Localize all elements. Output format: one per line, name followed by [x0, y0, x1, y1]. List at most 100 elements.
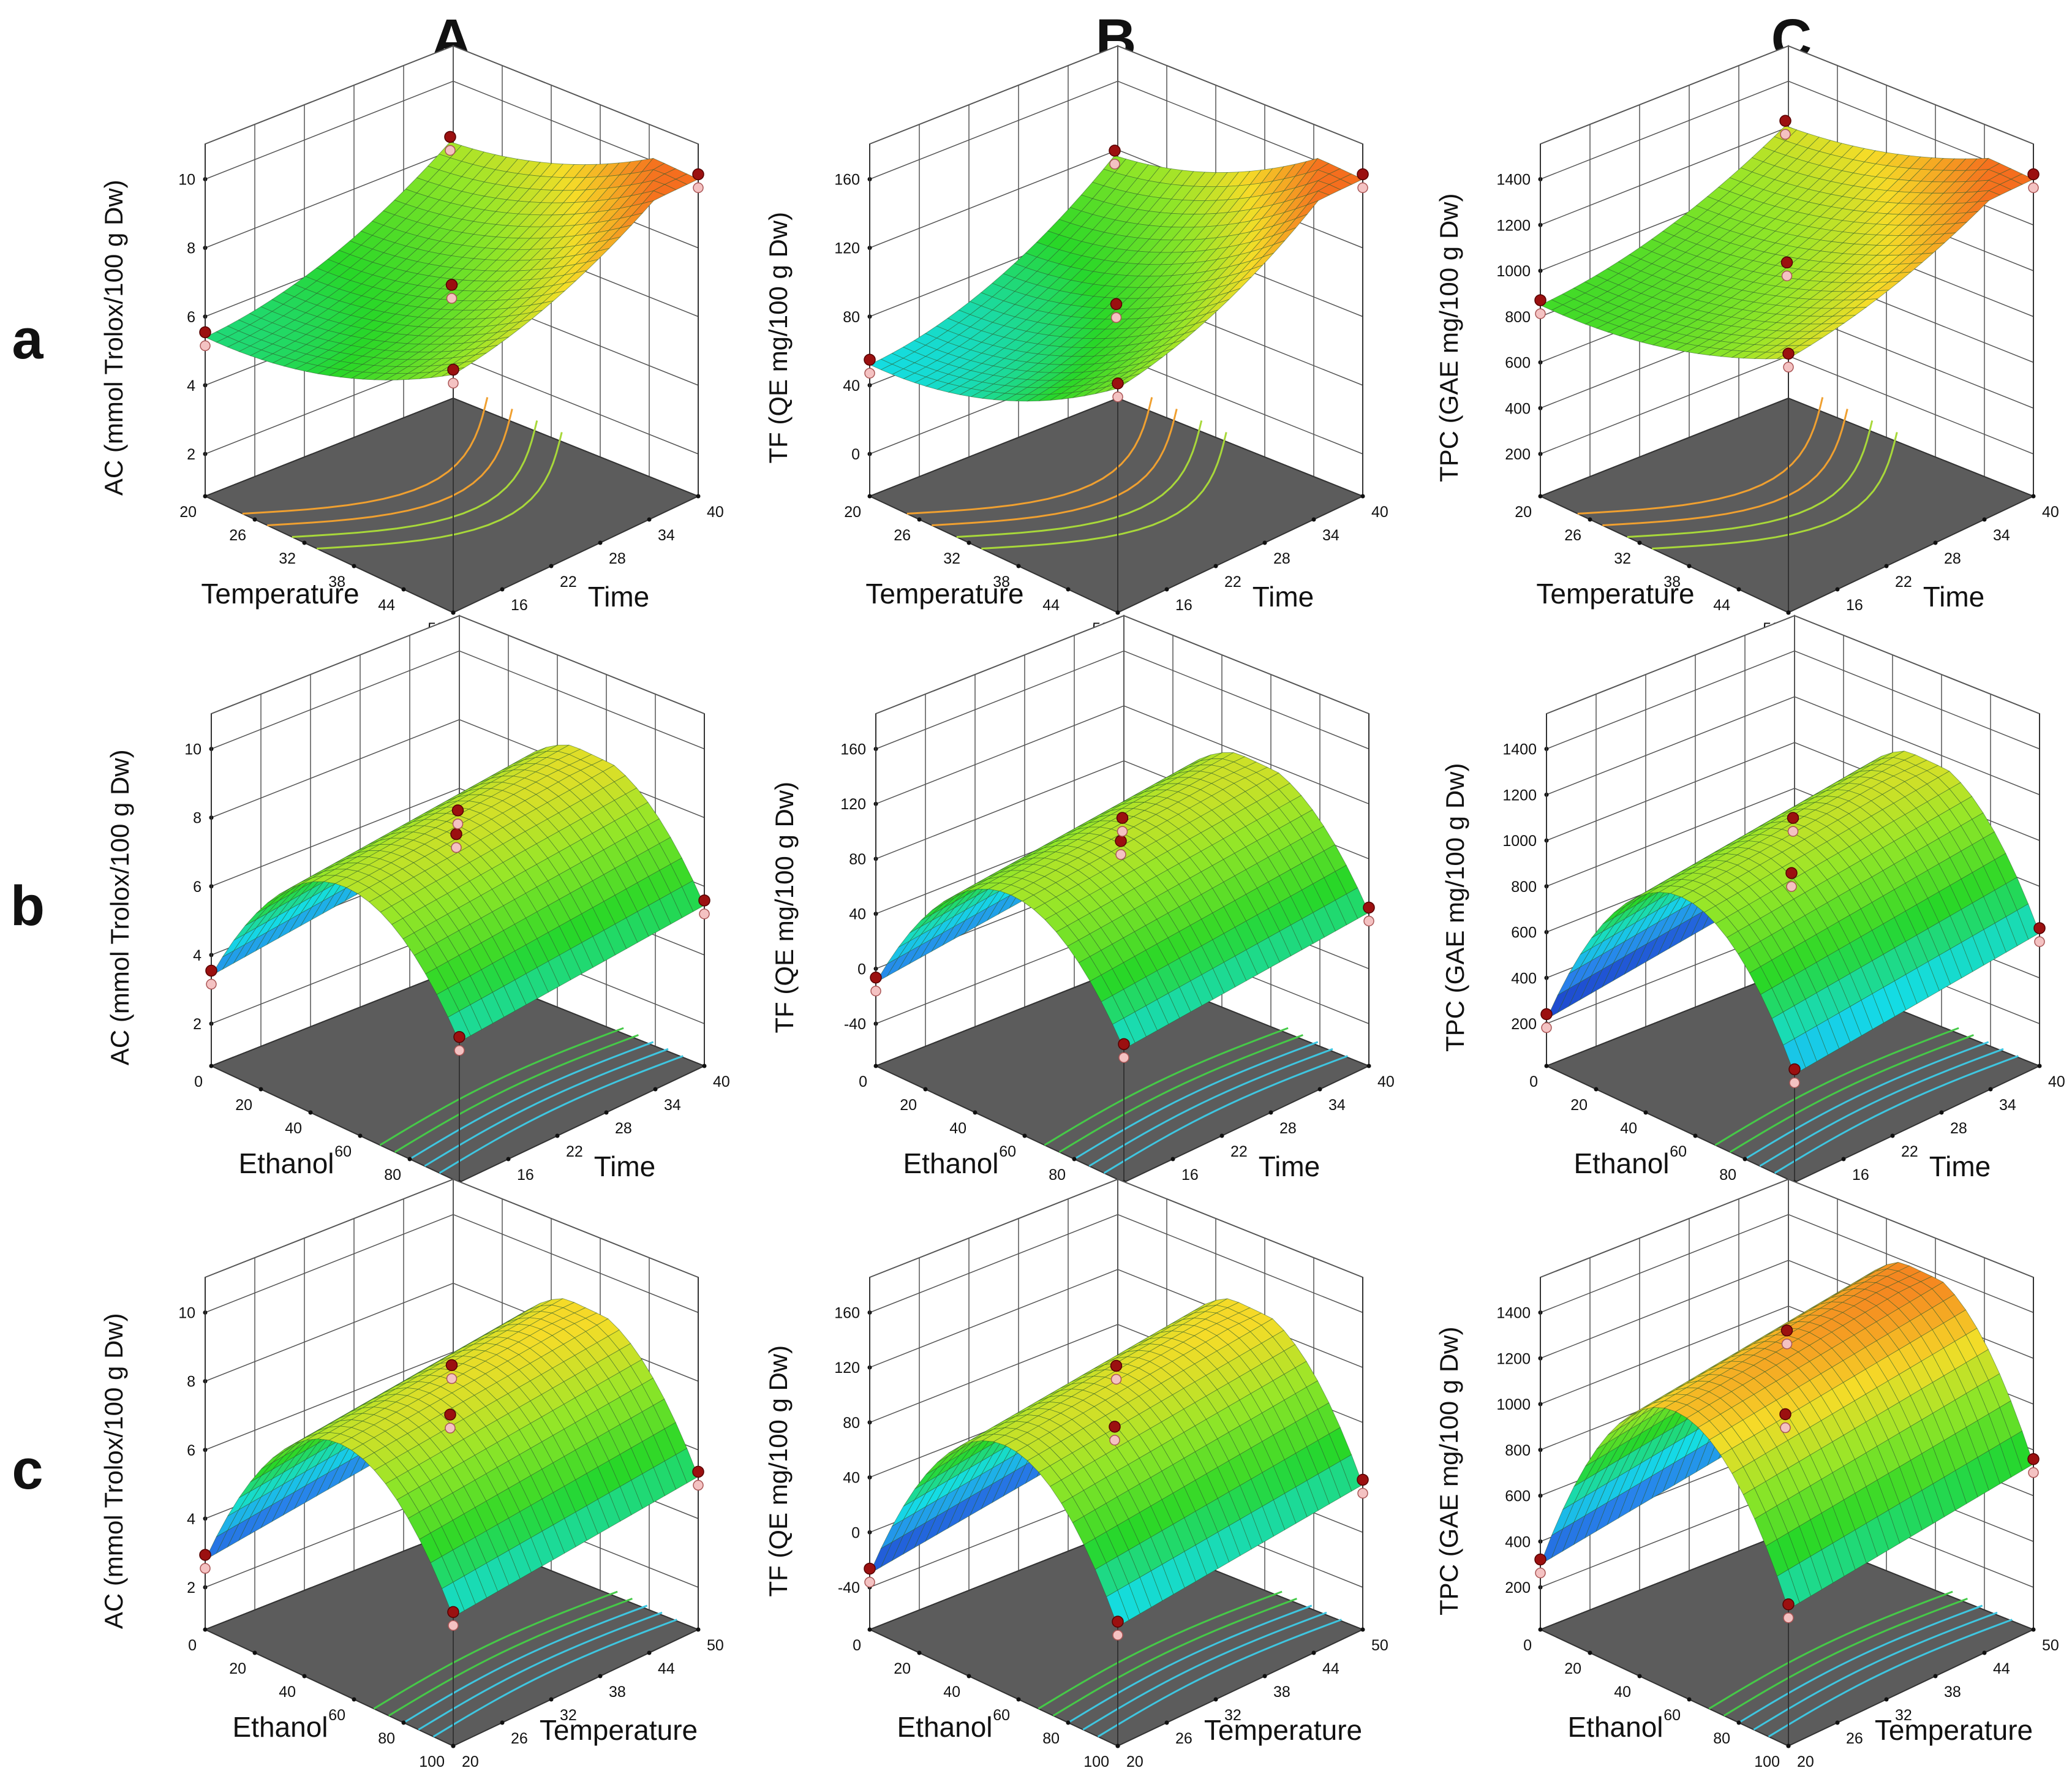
- y-tick-label: 0: [851, 446, 860, 463]
- design-point-dark: [205, 964, 217, 977]
- x-tick-mark: [1016, 1697, 1021, 1702]
- x-tick-label: 20: [894, 1660, 911, 1677]
- z-axis-title: Temperature: [1204, 1714, 1362, 1746]
- y-axis-title: TF (QE mg/100 g Dw): [764, 1345, 793, 1597]
- z-tick-mark: [1115, 610, 1120, 615]
- design-point-light: [200, 1563, 211, 1574]
- x-tick-mark: [966, 540, 971, 545]
- design-point-dark: [1112, 377, 1124, 390]
- x-tick-label: 32: [279, 550, 296, 567]
- z-tick-label: 50: [707, 1637, 724, 1654]
- z-tick-mark: [1213, 564, 1218, 569]
- x-tick-mark: [1072, 1157, 1077, 1162]
- z-tick-label: 28: [609, 550, 626, 567]
- x-tick-label: 100: [1083, 1753, 1109, 1770]
- z-tick-mark: [1262, 540, 1267, 545]
- design-point-light: [1109, 1435, 1120, 1446]
- design-point-light: [1109, 159, 1120, 170]
- design-point-dark: [2033, 922, 2046, 934]
- design-point-dark: [864, 1562, 876, 1575]
- z-tick-mark: [1360, 1627, 1365, 1632]
- z-tick-mark: [1988, 1087, 1993, 1092]
- y-tick-label: 1200: [1502, 787, 1537, 804]
- design-point-dark: [1109, 145, 1121, 157]
- z-tick-label: 16: [1181, 1166, 1199, 1184]
- x-tick-label: 38: [328, 573, 345, 591]
- design-point-light: [1112, 391, 1123, 402]
- surface-plot-Ba: 04080120160202632384450101622283440Tempe…: [764, 45, 1388, 637]
- design-point-dark: [1363, 901, 1375, 914]
- x-tick-mark: [1066, 587, 1071, 592]
- x-tick-label: 26: [1564, 527, 1581, 544]
- z-tick-mark: [2031, 494, 2036, 499]
- design-point-light: [693, 1479, 704, 1491]
- z-tick-label: 16: [517, 1166, 534, 1184]
- row-label-b: b: [10, 875, 45, 937]
- x-tick-mark: [203, 1627, 208, 1632]
- wall-grid-line: [869, 80, 1363, 180]
- x-tick-label: 20: [179, 504, 197, 521]
- design-point-dark: [1112, 1615, 1124, 1628]
- design-point-light: [693, 182, 704, 194]
- x-tick-mark: [1643, 1110, 1648, 1115]
- y-tick-label: 0: [851, 1524, 860, 1541]
- z-tick-mark: [1835, 587, 1840, 592]
- x-tick-label: 20: [844, 504, 861, 521]
- z-tick-label: 16: [511, 597, 528, 614]
- z-tick-label: 28: [1273, 550, 1290, 567]
- z-tick-mark: [598, 540, 603, 545]
- floor-contour-line: [1602, 409, 1848, 526]
- z-tick-mark: [1262, 1674, 1267, 1679]
- y-tick-label: 2: [187, 1579, 195, 1596]
- z-tick-label: 40: [2042, 504, 2059, 521]
- y-tick-label: 80: [843, 309, 860, 326]
- z-tick-mark: [1890, 1133, 1895, 1138]
- y-tick-label: 6: [193, 878, 202, 896]
- design-point-light: [1535, 308, 1546, 319]
- floor-contour-line: [1577, 397, 1824, 515]
- z-tick-label: 34: [1999, 1097, 2016, 1114]
- z-tick-label: 40: [713, 1073, 730, 1090]
- y-tick-label: 4: [193, 947, 202, 964]
- z-tick-mark: [451, 1744, 456, 1748]
- row-label-a: a: [12, 308, 43, 371]
- x-tick-label: 60: [334, 1143, 352, 1160]
- z-tick-label: 22: [1901, 1143, 1918, 1160]
- x-axis-title: Ethanol: [238, 1147, 334, 1179]
- z-tick-label: 40: [1377, 1073, 1395, 1090]
- design-point-light: [446, 1373, 458, 1385]
- z-tick-label: 28: [1950, 1120, 1967, 1137]
- z-tick-mark: [500, 1720, 505, 1725]
- design-point-dark: [199, 1549, 211, 1561]
- row-label-c: c: [12, 1438, 43, 1501]
- x-tick-label: 40: [1620, 1120, 1637, 1137]
- y-tick-label: 600: [1511, 924, 1537, 942]
- y-tick-label: 1200: [1496, 217, 1531, 234]
- y-tick-label: 200: [1505, 1579, 1531, 1596]
- y-tick-label: 600: [1505, 355, 1531, 372]
- x-tick-mark: [867, 494, 872, 499]
- design-point-dark: [1540, 1008, 1553, 1021]
- x-tick-label: 20: [229, 1660, 246, 1677]
- x-tick-label: 38: [993, 573, 1010, 591]
- x-tick-mark: [1637, 540, 1642, 545]
- design-point-light: [2028, 182, 2039, 194]
- y-axis-title: TPC (GAE mg/100 g Dw): [1434, 194, 1463, 482]
- design-point-dark: [692, 168, 704, 181]
- z-tick-label: 16: [1852, 1166, 1869, 1184]
- z-tick-mark: [1170, 1157, 1175, 1162]
- z-tick-mark: [506, 1157, 511, 1162]
- x-axis-title: Temperature: [1536, 578, 1694, 610]
- design-point-light: [1110, 312, 1122, 323]
- z-tick-mark: [1786, 610, 1791, 615]
- design-point-light: [1783, 361, 1794, 373]
- design-point-light: [864, 368, 875, 379]
- x-tick-label: 40: [285, 1120, 302, 1137]
- x-axis-title: Temperature: [201, 578, 359, 610]
- x-tick-label: 80: [1049, 1166, 1066, 1184]
- y-tick-label: -40: [838, 1579, 860, 1596]
- z-tick-mark: [500, 587, 505, 592]
- y-tick-label: 4: [187, 1511, 195, 1528]
- design-point-light: [1363, 915, 1374, 927]
